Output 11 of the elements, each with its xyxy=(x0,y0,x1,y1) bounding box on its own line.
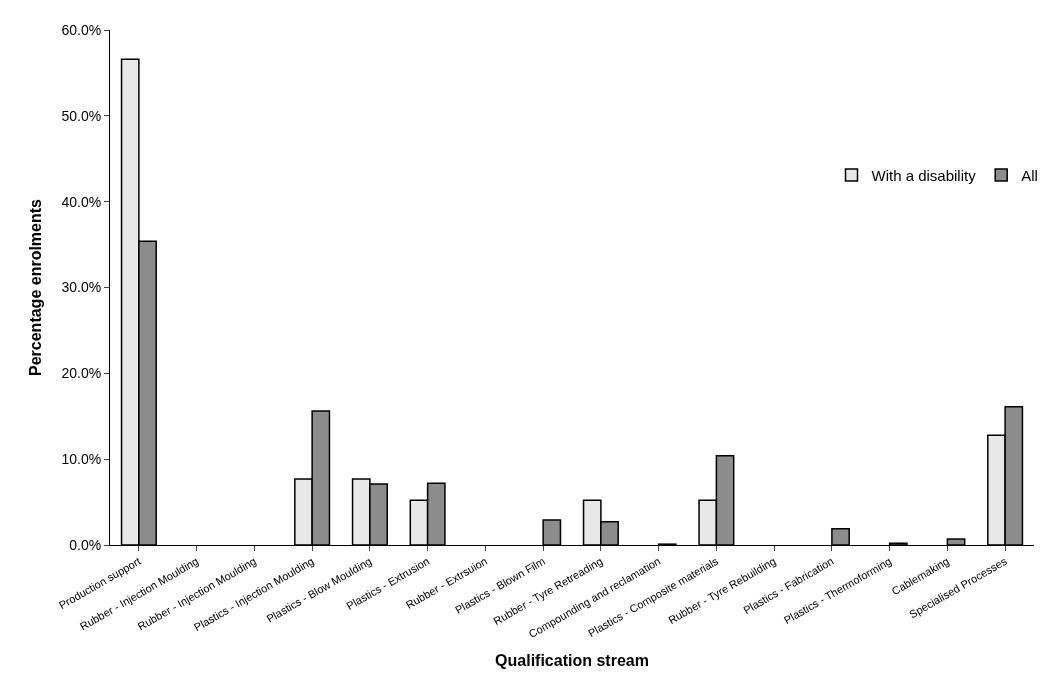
y-tick-label: 30.0% xyxy=(61,279,102,296)
x-axis-title: Qualification stream xyxy=(495,651,649,669)
y-tick-label: 60.0% xyxy=(61,21,102,38)
y-axis-title: Percentage enrolments xyxy=(27,198,45,376)
y-tick-label: 50.0% xyxy=(61,107,102,124)
y-tick-label: 10.0% xyxy=(61,451,102,468)
y-tick-label: 20.0% xyxy=(61,365,102,382)
y-tick-label: 0.0% xyxy=(69,536,102,553)
y-tick-label: 40.0% xyxy=(61,193,102,210)
legend-label: With a disability xyxy=(871,166,977,184)
legend-label: All xyxy=(1021,166,1038,184)
